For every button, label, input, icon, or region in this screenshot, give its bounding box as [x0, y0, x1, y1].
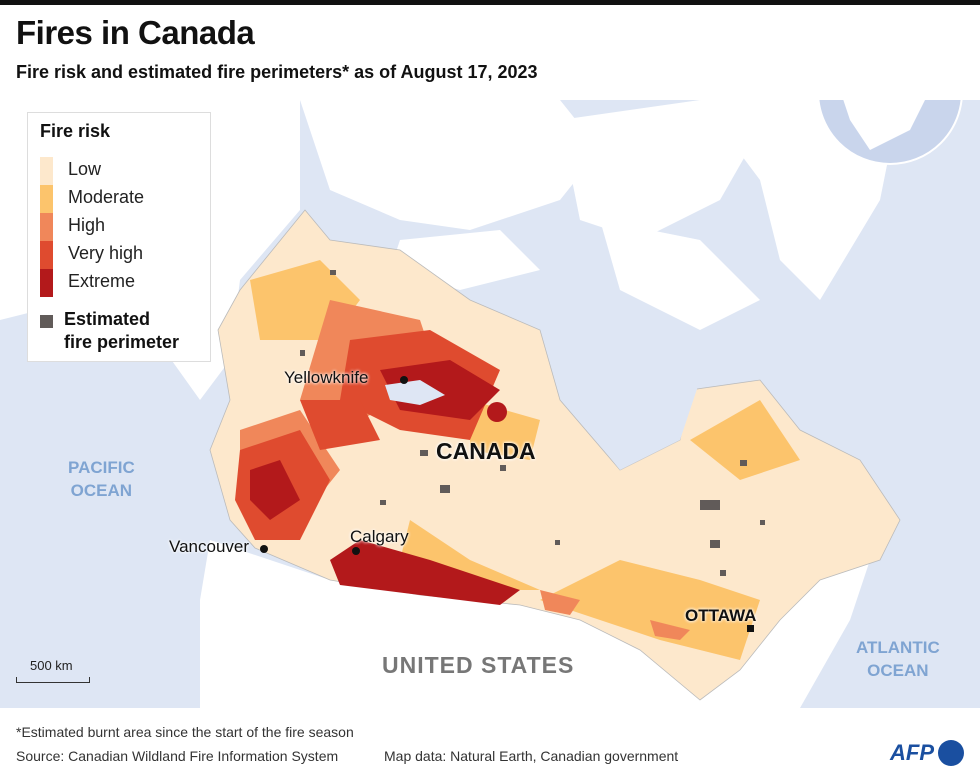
- vancouver-marker: [260, 545, 268, 553]
- legend-label-low: Low: [68, 159, 102, 179]
- vancouver-label: Vancouver: [169, 537, 250, 556]
- legend-swatch-moderate: [40, 185, 53, 213]
- great-slave-lake: [385, 380, 445, 405]
- yellowknife-label: Yellowknife: [284, 368, 369, 387]
- footnote: *Estimated burnt area since the start of…: [16, 724, 354, 740]
- canada-label: CANADA: [436, 438, 536, 464]
- source-note: Source: Canadian Wildland Fire Informati…: [16, 748, 339, 764]
- legend-label-high: High: [68, 215, 106, 235]
- pacific-ocean-label: PACIFIC OCEAN: [68, 458, 135, 500]
- fire-perimeters: [300, 270, 765, 576]
- extreme-risk-areas: [250, 360, 520, 605]
- top-rule: [0, 0, 980, 5]
- page-title: Fires in Canada: [16, 14, 255, 51]
- atlantic-ocean-label: ATLANTIC OCEAN: [856, 638, 940, 680]
- calgary-marker: [352, 547, 360, 555]
- fire-risk-legend: Fire risk Low Moderate High Very high Ex…: [27, 112, 211, 362]
- legend-label-moderate: Moderate: [68, 187, 145, 207]
- afp-logo-dot: [938, 740, 964, 766]
- calgary-label: Calgary: [350, 527, 409, 546]
- legend-swatch-very-high: [40, 241, 53, 269]
- yellowknife-marker: [400, 376, 408, 384]
- map-data-note: Map data: Natural Earth, Canadian govern…: [384, 748, 679, 764]
- legend-title: Fire risk: [40, 121, 111, 141]
- canada-fire-map: [0, 100, 980, 708]
- page-subtitle: Fire risk and estimated fire perimeters*…: [16, 62, 538, 82]
- legend-swatch-low: [40, 157, 53, 185]
- legend-swatch-extreme: [40, 269, 53, 297]
- afp-logo: AFP: [890, 740, 934, 765]
- hudson-bay: [560, 320, 700, 470]
- legend-label-perimeter: Estimated fire perimeter: [64, 309, 180, 352]
- legend-swatch-high: [40, 213, 53, 241]
- scale-line: [16, 677, 90, 683]
- arctic-islands: [300, 100, 760, 330]
- ottawa-label: OTTAWA: [685, 606, 757, 625]
- scale-label: 500 km: [30, 658, 73, 673]
- united-states-label: UNITED STATES: [382, 652, 575, 678]
- scale-bar: 500 km: [16, 658, 90, 683]
- legend-label-very-high: Very high: [68, 243, 144, 263]
- legend-label-extreme: Extreme: [68, 271, 136, 291]
- ottawa-marker: [747, 625, 754, 632]
- legend-swatch-perimeter: [40, 315, 53, 328]
- locator-globe: [817, 100, 963, 165]
